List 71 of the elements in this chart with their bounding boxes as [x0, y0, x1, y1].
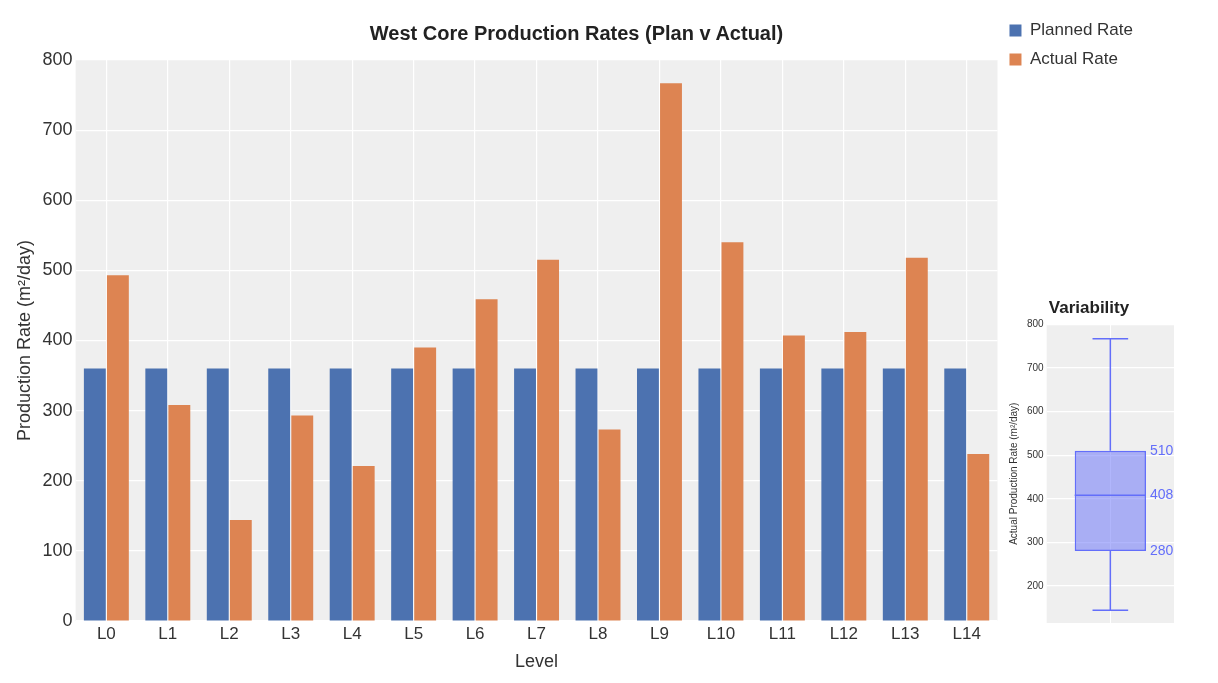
y-tick-label: 400: [1027, 492, 1045, 504]
bar: [882, 368, 905, 621]
chart-title: Variability: [1048, 297, 1130, 317]
x-tick-label: L11: [768, 623, 796, 643]
bar: [698, 368, 721, 621]
bar: [944, 368, 967, 621]
bar: [83, 368, 106, 621]
y-tick-label: 500: [42, 259, 73, 280]
x-tick-label: L14: [952, 623, 981, 643]
chart-title: West Core Production Rates (Plan v Actual): [369, 21, 784, 44]
x-tick-label: L10: [706, 623, 736, 643]
x-tick-label: L6: [465, 623, 485, 643]
bar: [575, 368, 598, 621]
bar: [168, 405, 191, 621]
y-tick-label: 100: [42, 539, 73, 560]
bar: [598, 429, 621, 621]
x-tick-label: L2: [219, 623, 239, 643]
annotation: 510: [1149, 441, 1174, 458]
bar: [391, 368, 414, 621]
bar: [291, 415, 314, 621]
y-tick-label: 700: [1027, 361, 1045, 373]
x-tick-label: L12: [829, 623, 859, 643]
annotation: 280: [1149, 541, 1174, 558]
bar: [821, 368, 844, 621]
bar: [660, 83, 682, 621]
y-tick-label: 600: [42, 189, 73, 210]
bar: [329, 368, 352, 621]
bar: [145, 368, 168, 621]
legend-label: Actual Rate: [1029, 49, 1118, 69]
y-tick-label: 300: [1027, 536, 1045, 548]
y-tick-label: 200: [42, 469, 73, 490]
bar: [475, 299, 498, 621]
bar: [414, 347, 437, 621]
bar: [106, 275, 129, 621]
x-axis-title: Level: [515, 651, 559, 672]
y-axis-title: Actual Production Rate (m²/day): [1007, 402, 1019, 545]
annotation: 408: [1149, 486, 1174, 503]
x-tick-label: L1: [158, 623, 178, 643]
bar: [268, 368, 291, 621]
y-tick-label: 700: [42, 119, 73, 140]
x-tick-label: L0: [96, 623, 116, 643]
bar: [637, 368, 659, 621]
y-tick-label: 800: [1027, 318, 1045, 330]
bar: [452, 368, 475, 621]
y-tick-label: 400: [42, 329, 73, 350]
bar: [905, 257, 928, 621]
y-axis-title: Production Rate (m²/day): [13, 239, 34, 442]
x-tick-label: L13: [891, 623, 920, 643]
x-tick-label: L9: [650, 623, 669, 643]
y-tick-label: 800: [42, 48, 73, 69]
x-tick-label: L5: [404, 623, 424, 643]
x-tick-label: L4: [342, 623, 362, 643]
bar: [352, 466, 375, 621]
y-tick-label: 500: [1027, 448, 1045, 460]
bar: [844, 332, 867, 621]
x-tick-label: L7: [527, 623, 547, 643]
x-tick-label: L8: [588, 623, 608, 643]
y-tick-label: 300: [42, 399, 73, 420]
y-tick-label: 0: [62, 609, 73, 630]
x-tick-label: L3: [281, 623, 301, 643]
bar: [229, 520, 252, 621]
y-tick-label: 600: [1027, 405, 1045, 417]
bar: [514, 368, 536, 621]
bar: [759, 368, 782, 621]
bar: [206, 368, 229, 621]
bar: [537, 259, 560, 621]
bar: [782, 335, 805, 621]
bar: [721, 242, 744, 621]
legend-label: Planned Rate: [1029, 20, 1134, 40]
bar: [967, 454, 990, 621]
y-tick-label: 200: [1027, 579, 1045, 591]
